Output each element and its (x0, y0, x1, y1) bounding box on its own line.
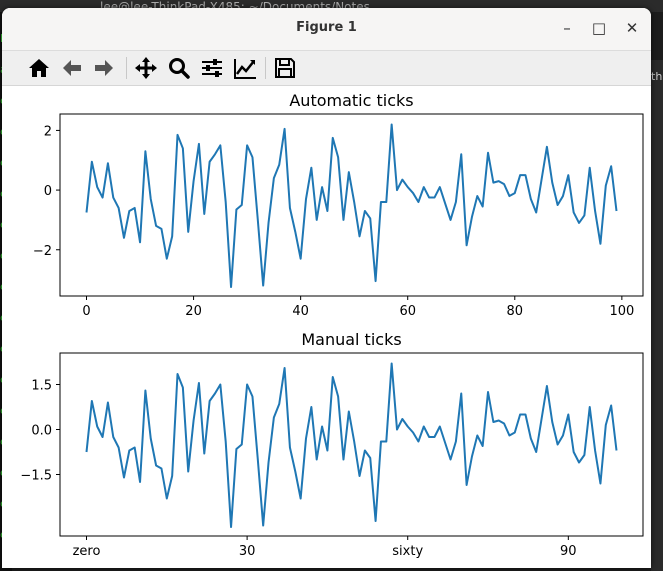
x-tick-label: 90 (560, 544, 577, 559)
edit-axes-button[interactable] (232, 55, 258, 81)
title-bar[interactable]: Figure 1 – □ ✕ (2, 8, 651, 51)
x-tick-label: 40 (292, 304, 309, 319)
y-tick-label: 1.5 (31, 379, 52, 394)
back-button[interactable] (59, 55, 85, 81)
chart-title: Manual ticks (301, 330, 401, 349)
toolbar-separator (126, 57, 127, 79)
x-tick-label: sixty (392, 544, 423, 559)
y-tick-label: 0.0 (31, 424, 52, 439)
x-tick-label: 0 (82, 304, 90, 319)
arrow-left-icon (59, 55, 85, 81)
configure-subplots-button[interactable] (199, 55, 225, 81)
figure-svg: Automatic ticks 0 20 40 60 80 100 −2 0 2 Manual ti… (2, 86, 651, 568)
axes-frame (60, 114, 643, 296)
axes-frame (60, 353, 643, 536)
figure-canvas[interactable]: Automatic ticks 0 20 40 60 80 100 −2 0 2 Manual ti… (2, 86, 651, 568)
arrow-right-icon (91, 55, 117, 81)
series-line (87, 124, 617, 287)
x-tick-label: 100 (609, 304, 634, 319)
window-title: Figure 1 (2, 20, 651, 35)
y-tick-label: −2 (33, 244, 52, 259)
background-right-text: th (651, 70, 662, 83)
chart-title: Automatic ticks (289, 91, 413, 110)
home-button[interactable] (26, 55, 52, 81)
save-button[interactable] (272, 55, 298, 81)
background-window-right: th (651, 60, 663, 571)
x-tick-label: 30 (239, 544, 256, 559)
forward-button[interactable] (91, 55, 117, 81)
x-tick-label: zero (73, 544, 101, 559)
series-line (87, 364, 617, 528)
y-tick-label: 0 (44, 184, 52, 199)
figure-window: Figure 1 – □ ✕ (2, 8, 651, 568)
magnifier-icon (166, 55, 192, 81)
floppy-disk-icon (272, 55, 298, 81)
navigation-toolbar (2, 51, 651, 86)
zoom-button[interactable] (166, 55, 192, 81)
pan-button[interactable] (133, 55, 159, 81)
sliders-icon (199, 55, 225, 81)
x-tick-label: 20 (185, 304, 202, 319)
x-tick-label: 60 (399, 304, 416, 319)
line-chart-icon (232, 55, 258, 81)
home-icon (26, 55, 52, 81)
y-tick-label: −1.5 (20, 469, 52, 484)
move-icon (133, 55, 159, 81)
close-button[interactable]: ✕ (622, 18, 642, 38)
toolbar-separator (265, 57, 266, 79)
maximize-button[interactable]: □ (589, 18, 609, 38)
minimize-button[interactable]: – (557, 18, 577, 38)
y-tick-label: 2 (44, 124, 52, 139)
x-tick-label: 80 (507, 304, 524, 319)
